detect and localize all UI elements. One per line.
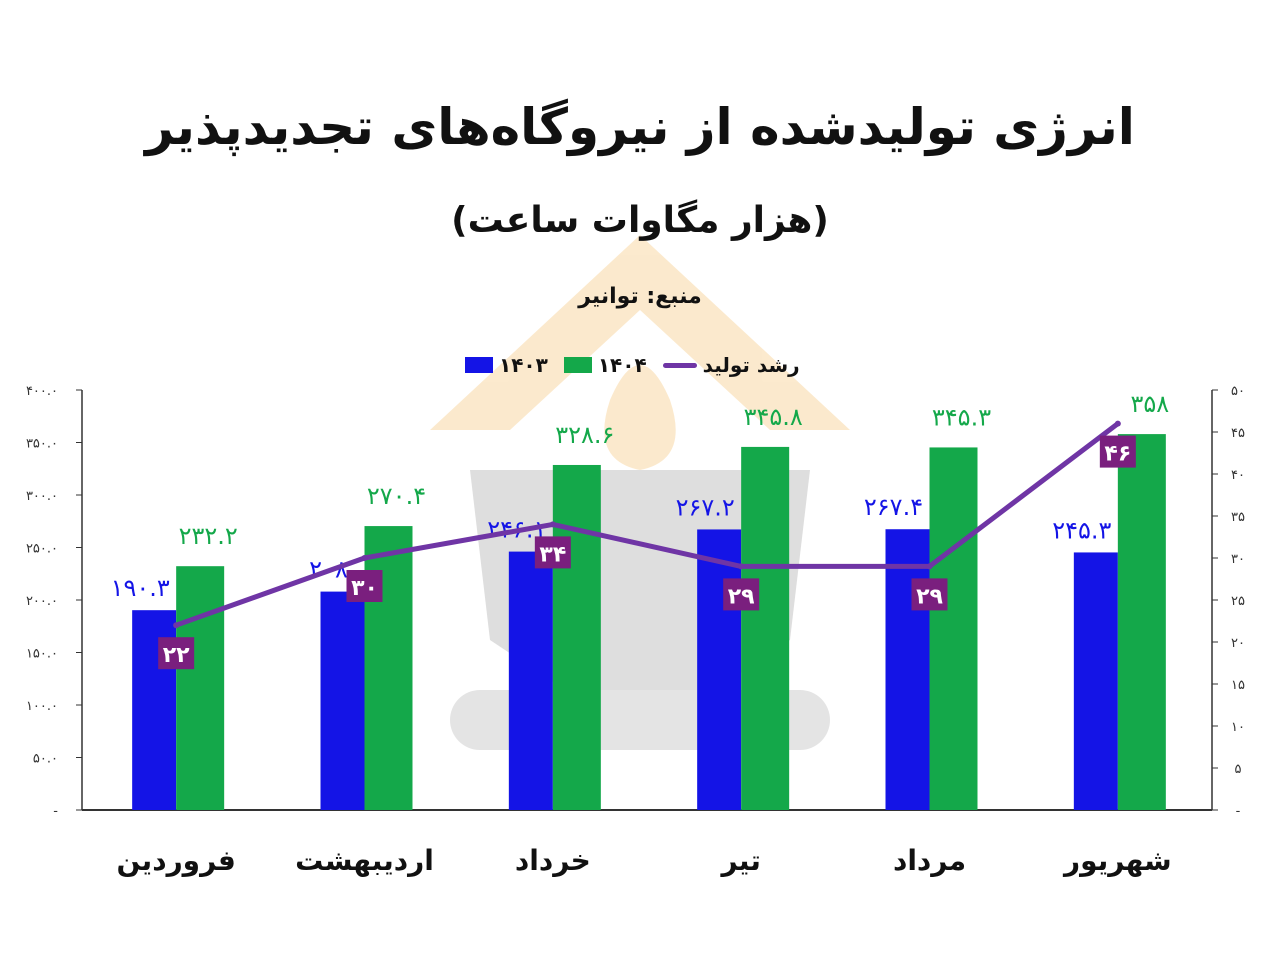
data-label-1403: ۲۴۵.۳	[1052, 516, 1111, 544]
x-category-label: شهریور	[1062, 844, 1172, 877]
y-right-tick-label: ۳۰	[1231, 552, 1245, 567]
growth-label-box	[911, 578, 948, 611]
y-left-tick-label: ۵۰.۰	[33, 752, 58, 767]
bar-1403	[697, 529, 742, 810]
growth-label-box	[346, 570, 383, 602]
growth-point	[361, 555, 368, 561]
legend-swatch-growth	[662, 362, 697, 368]
y-right-tick-label: ۵	[1235, 762, 1242, 777]
legend-label-growth: رشد تولید	[702, 353, 800, 377]
growth-point	[549, 521, 556, 528]
data-label-1403: ۲۶۷.۴	[864, 493, 923, 521]
legend-item-growth: رشد تولید	[662, 353, 800, 377]
legend-label-1404: ۱۴۰۴	[597, 353, 647, 377]
data-label-1404: ۳۵۸	[1130, 390, 1169, 418]
bar-1404	[929, 447, 978, 810]
y-left-tick-label: ۱۵۰.۰	[26, 647, 58, 662]
growth-point	[738, 563, 745, 570]
y-right-tick-label: ۴۵	[1231, 426, 1245, 441]
growth-label-box	[534, 536, 571, 569]
growth-label: ۲۲	[163, 643, 190, 668]
data-label-1403: ۱۹۰.۳	[111, 574, 170, 602]
growth-label-box	[158, 637, 195, 670]
growth-label-box	[723, 578, 760, 611]
x-category-label: خرداد	[515, 844, 591, 877]
growth-point	[173, 622, 180, 629]
chart-subtitle: (هزار مگاوات ساعت)	[451, 200, 829, 241]
y-left-tick-label: ۳۵۰.۰	[26, 437, 58, 452]
growth-point	[926, 563, 933, 570]
data-label-1404: ۳۴۵.۸	[744, 403, 803, 431]
bar-1404	[176, 566, 225, 810]
legend-swatch-1404	[563, 357, 592, 373]
bar-1403	[1073, 552, 1118, 810]
legend-item-1403: ۱۴۰۳	[465, 353, 548, 377]
legend-label-1403: ۱۴۰۳	[499, 353, 548, 377]
data-label-1404: ۲۳۲.۲	[179, 522, 238, 550]
bar-1403	[320, 591, 365, 810]
growth-line	[175, 421, 1120, 628]
x-category-label: اردیبهشت	[295, 844, 434, 877]
bar-1404	[741, 446, 790, 810]
growth-label: ۳۴	[539, 542, 566, 567]
bar-1404	[552, 464, 601, 810]
growth-point	[1114, 420, 1121, 427]
legend-item-1404: ۱۴۰۴	[563, 353, 647, 377]
growth-label: ۲۹	[916, 584, 943, 609]
bar-1404	[1117, 434, 1166, 810]
data-label-1404: ۲۷۰.۴	[367, 482, 426, 510]
growth-label: ۳۰	[351, 576, 378, 601]
y-right-tick-label: ۵۰	[1231, 384, 1245, 399]
chart-source: منبع: توانیر	[578, 284, 702, 309]
y-right-tick-label: ۴۰	[1231, 468, 1245, 483]
y-right-tick-label: ۱۰	[1231, 720, 1245, 735]
bar-1403	[508, 551, 553, 810]
y-right-tick-label: -	[1236, 804, 1241, 819]
chart-legend: ۱۴۰۳ ۱۴۰۴ رشد تولید	[465, 350, 800, 380]
bar-1404	[364, 526, 413, 810]
y-left-tick-label: ۲۰۰.۰	[26, 594, 58, 609]
y-left-tick-label: ۴۰۰.۰	[26, 384, 58, 399]
y-right-tick-label: ۲۵	[1231, 594, 1245, 609]
growth-label: ۴۶	[1104, 442, 1131, 467]
y-right-tick-label: ۳۵	[1231, 510, 1245, 525]
data-label-1403: ۲۶۷.۲	[676, 493, 735, 521]
y-left-tick-label: ۲۵۰.۰	[26, 542, 58, 557]
y-left-tick-label: ۱۰۰.۰	[26, 699, 58, 714]
x-category-label: مرداد	[893, 844, 966, 877]
x-category-label: فروردین	[116, 844, 235, 877]
chart-title: انرژی تولیدشده از نیروگاه‌های تجدیدپذیر	[145, 98, 1135, 156]
data-label-1404: ۳۴۵.۳	[932, 403, 991, 431]
x-category-label: تیر	[719, 844, 760, 877]
bar-1403	[885, 529, 930, 810]
y-right-tick-label: ۲۰	[1231, 636, 1245, 651]
data-label-1404: ۳۲۸.۶	[555, 421, 614, 449]
growth-label-box	[1099, 435, 1136, 468]
growth-label: ۲۹	[728, 584, 755, 609]
y-left-tick-label: -	[53, 804, 58, 819]
y-left-tick-label: ۳۰۰.۰	[26, 489, 58, 504]
legend-swatch-1403	[465, 357, 493, 373]
y-right-tick-label: ۱۵	[1231, 678, 1245, 693]
